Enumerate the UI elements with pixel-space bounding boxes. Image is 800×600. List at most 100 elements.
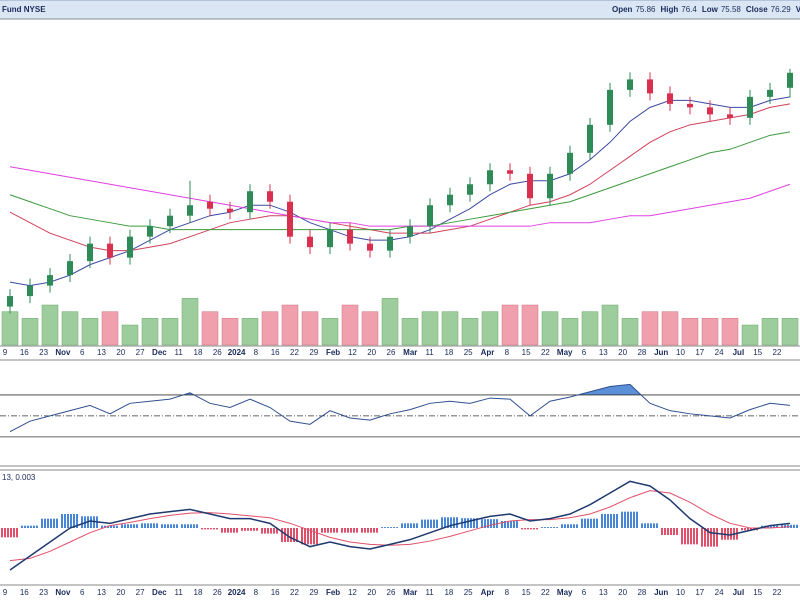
candle-body (327, 229, 333, 248)
x-tick-label: 23 (39, 588, 48, 597)
x-tick-label: 20 (618, 348, 627, 357)
candle-body (127, 236, 133, 258)
x-tick-label: 8 (505, 588, 510, 597)
x-tick-label: 26 (213, 588, 222, 597)
candle-body (427, 205, 433, 227)
x-tick-label: 13 (599, 348, 608, 357)
x-tick-label: 13 (97, 348, 106, 357)
x-tick-label: 11 (175, 348, 184, 357)
x-tick-label: 10 (676, 348, 685, 357)
volume-bar (361, 311, 379, 346)
macd-label: 13, 0.003 (2, 473, 36, 482)
volume-bar (141, 318, 159, 346)
x-tick-label: Apr (481, 588, 495, 597)
candle-body (107, 243, 113, 258)
quote-value: 76.4 (681, 5, 697, 14)
volume-bar (161, 318, 179, 346)
x-tick-label: Jul (733, 348, 745, 357)
volume-bar (701, 318, 719, 346)
x-tick-label: 17 (695, 588, 704, 597)
volume-bar (681, 318, 699, 346)
macd-frame (0, 469, 800, 586)
candle-body (407, 226, 413, 237)
rsi-frame (0, 359, 800, 467)
x-tick-label: 9 (3, 588, 8, 597)
quote-value: 76.29 (771, 5, 792, 14)
x-tick-label: 8 (254, 348, 259, 357)
candle-body (87, 243, 93, 262)
volume-bar (21, 318, 39, 346)
x-tick-label: 16 (20, 588, 29, 597)
x-tick-label: Jun (654, 348, 668, 357)
volume-bar (621, 318, 639, 346)
x-tick-label: 8 (254, 588, 259, 597)
x-tick-label: Mar (403, 588, 417, 597)
candle-body (367, 243, 373, 251)
x-tick-label: 15 (522, 348, 531, 357)
quote-label: High (660, 5, 678, 14)
x-tick-label: 10 (676, 588, 685, 597)
candle-body (507, 170, 513, 174)
x-tick-label: Nov (55, 348, 71, 357)
volume-bar (341, 304, 359, 346)
x-tick-label: 8 (505, 348, 510, 357)
x-tick-label: 22 (541, 588, 550, 597)
volume-bar (421, 311, 439, 346)
x-tick-label: 20 (367, 348, 376, 357)
candle-body (267, 191, 273, 202)
candle-body (347, 229, 353, 244)
volume-bar (661, 311, 679, 346)
candle-body (607, 89, 613, 125)
volume-bar (41, 304, 59, 346)
x-tick-label: 11 (425, 588, 434, 597)
candle-body (287, 201, 293, 237)
candle-body (227, 208, 233, 213)
x-tick-label: 6 (582, 588, 587, 597)
x-tick-label: 18 (194, 588, 203, 597)
macd-line (9, 480, 791, 571)
candle-body (7, 296, 13, 307)
x-tick-label: 16 (271, 348, 280, 357)
x-tick-label: 6 (582, 348, 587, 357)
quote-label: Open (612, 5, 633, 14)
volume-bar (401, 318, 419, 346)
candle-body (247, 191, 253, 213)
quote-label: Vol (796, 5, 800, 14)
volume-bar (521, 304, 539, 346)
candle-body (647, 79, 653, 94)
volume-bar (221, 318, 239, 346)
x-tick-label: 6 (80, 348, 85, 357)
x-tick-label: Apr (481, 348, 495, 357)
signal-line (9, 490, 791, 562)
candle-body (47, 275, 53, 286)
volume-bar (641, 311, 659, 346)
quote-label: Low (702, 5, 719, 14)
candle-body (207, 201, 213, 209)
volume-bar (581, 311, 599, 346)
x-tick-label: 20 (367, 588, 376, 597)
candle-body (627, 79, 633, 90)
x-tick-label: 20 (116, 588, 125, 597)
x-tick-label: 17 (695, 348, 704, 357)
quote-label: Close (746, 5, 768, 14)
x-tick-label: 12 (348, 588, 357, 597)
x-tick-label: 26 (213, 348, 222, 357)
candle-body (767, 89, 773, 97)
x-tick-label: 2024 (228, 588, 246, 597)
x-tick-label: 25 (464, 348, 473, 357)
candle-body (527, 173, 533, 199)
quote-value: 75.86 (635, 5, 656, 14)
candle-body (747, 96, 753, 118)
x-tick-label: 11 (425, 348, 434, 357)
volume-bar (741, 324, 759, 346)
x-tick-label: 28 (637, 588, 646, 597)
candle-body (447, 194, 453, 206)
price-frame (0, 18, 800, 347)
volume-bar (101, 311, 119, 346)
x-tick-label: Nov (55, 588, 71, 597)
x-tick-label: 22 (773, 588, 782, 597)
candle-body (667, 93, 673, 104)
volume-bar (201, 311, 219, 346)
